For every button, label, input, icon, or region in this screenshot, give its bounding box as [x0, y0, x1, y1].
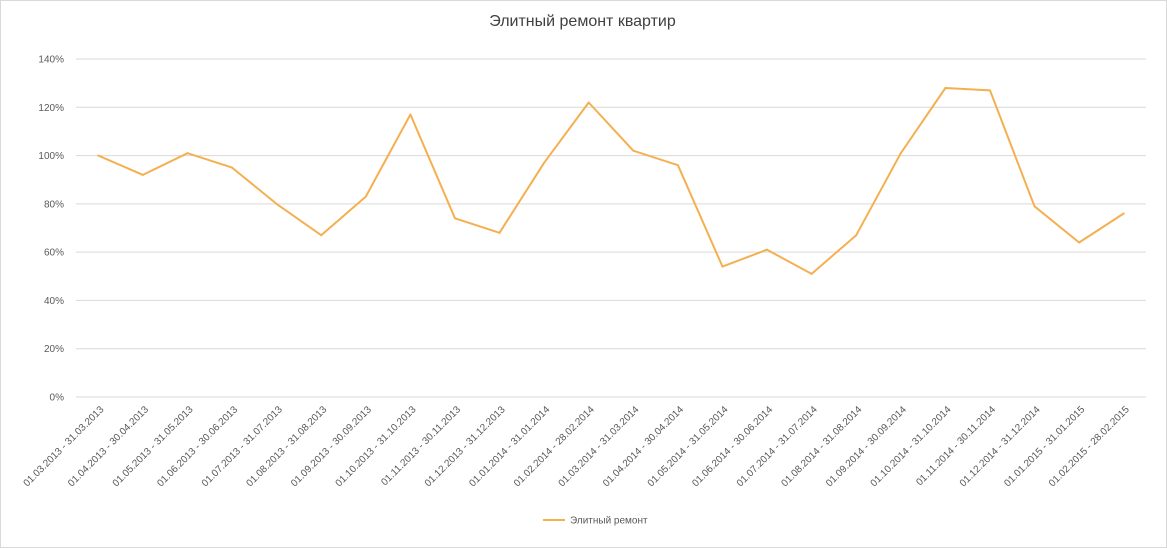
data-point	[320, 234, 323, 237]
x-tick-label: 01.08.2013 - 31.08.2013	[244, 404, 329, 489]
x-tick-label: 01.11.2013 - 30.11.2013	[379, 404, 463, 488]
data-point	[632, 149, 635, 152]
x-tick-label: 01.09.2014 - 30.09.2014	[824, 404, 909, 489]
data-point	[364, 195, 367, 198]
x-tick-label: 01.10.2013 - 31.10.2013	[334, 404, 419, 489]
chart-title: Элитный ремонт квартир	[489, 13, 676, 30]
data-point	[855, 234, 858, 237]
y-tick-label: 20%	[44, 344, 64, 355]
data-point	[944, 86, 947, 89]
x-tick-label: 01.02.2014 - 28.02.2014	[512, 404, 597, 489]
data-point	[676, 164, 679, 167]
y-tick-label: 120%	[38, 103, 64, 114]
y-tick-label: 100%	[38, 151, 64, 162]
data-point	[721, 265, 724, 268]
x-tick-label: 01.11.2014 - 30.11.2014	[914, 404, 998, 488]
x-tick-label: 01.01.2015 - 31.01.2015	[1002, 404, 1087, 489]
y-tick-label: 60%	[44, 248, 64, 259]
x-tick-label: 01.04.2013 - 30.04.2013	[66, 404, 151, 489]
data-point	[231, 166, 234, 169]
data-point	[141, 173, 144, 176]
gridlines	[76, 58, 1146, 398]
data-point	[1122, 212, 1125, 215]
series-line	[97, 87, 1125, 275]
data-point	[587, 101, 590, 104]
x-tick-label: 01.12.2014 - 31.12.2014	[958, 404, 1043, 489]
x-tick-label: 01.05.2013 - 31.05.2013	[111, 404, 196, 489]
x-tick-label: 01.03.2014 - 31.03.2014	[557, 404, 642, 489]
x-tick-label: 01.02.2015 - 28.02.2015	[1047, 404, 1132, 489]
y-tick-label: 80%	[44, 199, 64, 210]
x-tick-label: 01.09.2013 - 30.09.2013	[289, 404, 374, 489]
x-tick-label: 01.04.2014 - 30.04.2014	[601, 404, 686, 489]
data-point	[1078, 241, 1081, 244]
data-point	[1033, 205, 1036, 208]
y-tick-label: 140%	[38, 55, 64, 66]
x-tick-label: 01.07.2014 - 31.07.2014	[735, 404, 820, 489]
x-tick-label: 01.06.2014 - 30.06.2014	[690, 404, 775, 489]
data-point	[453, 217, 456, 220]
x-tick-label: 01.06.2013 - 30.06.2013	[155, 404, 240, 489]
x-tick-label: 01.12.2013 - 31.12.2013	[423, 404, 508, 489]
x-tick-label: 01.10.2014 - 31.10.2014	[869, 404, 954, 489]
data-point	[409, 113, 412, 116]
data-point	[543, 161, 546, 164]
data-point	[988, 89, 991, 92]
x-tick-label: 01.03.2013 - 31.03.2013	[22, 404, 107, 489]
x-tick-label: 01.01.2014 - 31.01.2014	[467, 404, 552, 489]
x-tick-label: 01.08.2014 - 31.08.2014	[779, 404, 864, 489]
data-point	[97, 154, 100, 157]
data-point	[498, 231, 501, 234]
y-tick-label: 40%	[44, 296, 64, 307]
data-point	[275, 202, 278, 205]
x-tick-label: 01.05.2014 - 31.05.2014	[646, 404, 731, 489]
data-point	[899, 152, 902, 155]
y-tick-label: 0%	[50, 393, 65, 404]
y-axis-ticks: 0% 20% 40% 60% 80% 100% 120% 140%	[38, 55, 64, 404]
legend-label: Элитный ремонт	[570, 516, 648, 527]
data-point	[766, 248, 769, 251]
legend: Элитный ремонт	[543, 516, 648, 527]
x-tick-label: 01.07.2013 - 31.07.2013	[200, 404, 285, 489]
data-point	[810, 272, 813, 275]
data-point	[186, 152, 189, 155]
series-group	[97, 86, 1125, 275]
